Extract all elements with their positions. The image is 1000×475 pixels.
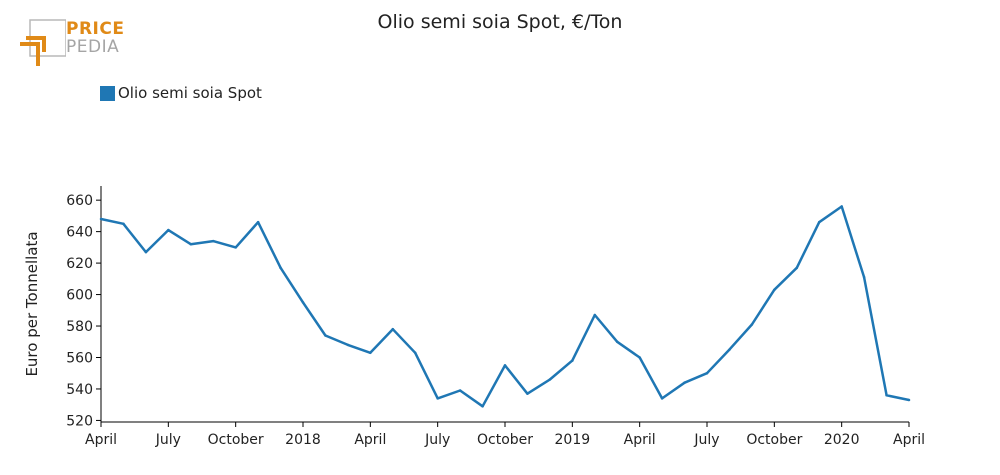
x-tick-label: 2018	[285, 432, 321, 448]
data-point	[907, 398, 911, 402]
data-point	[795, 266, 799, 270]
data-point	[660, 397, 664, 400]
x-tick-label: July	[424, 432, 450, 448]
y-tick-label: 540	[66, 382, 93, 398]
legend-swatch	[100, 85, 115, 101]
data-point	[593, 313, 597, 317]
data-point	[369, 351, 372, 355]
data-point	[189, 242, 193, 246]
data-point	[122, 222, 125, 226]
y-tick-label: 520	[66, 413, 93, 429]
data-point	[458, 389, 462, 392]
data-point	[773, 288, 776, 292]
legend-label: Olio semi soia Spot	[118, 84, 262, 102]
data-point	[728, 348, 731, 351]
y-axis: 520 540 560 580 600 620 640 660	[66, 186, 102, 429]
data-point	[413, 351, 417, 355]
x-tick-label: July	[693, 432, 719, 448]
logo-word-pedia: PEDIA	[66, 37, 120, 57]
y-axis-label: Euro per Tonnellata	[23, 231, 41, 376]
data-point	[279, 266, 282, 270]
data-point	[615, 340, 619, 344]
data-point	[840, 205, 843, 208]
x-tick-label: October	[208, 432, 264, 448]
data-point	[144, 250, 148, 254]
data-point	[683, 381, 686, 384]
y-tick-label: 560	[66, 350, 93, 366]
data-point	[391, 327, 395, 331]
x-axis: April July October 2018 April July October 2019…	[85, 421, 925, 448]
data-point	[301, 301, 305, 304]
data-point	[256, 220, 260, 224]
x-tick-label: April	[85, 432, 117, 448]
data-point	[817, 220, 821, 224]
x-tick-label: July	[155, 432, 181, 448]
y-tick-label: 620	[66, 256, 93, 272]
x-tick-label: 2020	[824, 432, 860, 448]
chart-title: Olio semi soia Spot, €/Ton	[377, 11, 623, 33]
chart-legend: Olio semi soia Spot	[100, 84, 262, 102]
data-point	[436, 397, 439, 400]
y-tick-label: 580	[66, 319, 93, 335]
data-point	[885, 394, 888, 397]
data-point	[526, 392, 529, 395]
x-tick-label: October	[746, 432, 802, 448]
x-tick-label: October	[477, 432, 533, 448]
x-tick-label: April	[354, 432, 386, 448]
y-tick-label: 600	[66, 288, 93, 304]
data-point	[638, 356, 641, 359]
data-point	[862, 276, 866, 279]
data-point	[548, 378, 552, 381]
pricepedia-logo: PRICE PEDIA	[18, 18, 128, 70]
data-point	[481, 405, 484, 408]
data-point	[346, 343, 350, 347]
data-point	[750, 323, 754, 326]
series-layer	[99, 205, 911, 408]
data-point	[705, 371, 709, 375]
data-point	[211, 239, 215, 243]
x-tick-label: April	[624, 432, 656, 448]
y-tick-label: 640	[66, 225, 93, 241]
x-tick-label: 2019	[555, 432, 591, 448]
data-point	[503, 364, 507, 367]
data-point	[324, 334, 327, 337]
data-point	[99, 217, 103, 221]
data-point	[234, 246, 237, 249]
series-line	[100, 205, 910, 408]
y-tick-label: 660	[66, 193, 93, 209]
data-point	[571, 359, 574, 362]
data-point	[167, 228, 170, 232]
x-tick-label: April	[893, 432, 925, 448]
logo-word-price: PRICE	[66, 19, 125, 39]
